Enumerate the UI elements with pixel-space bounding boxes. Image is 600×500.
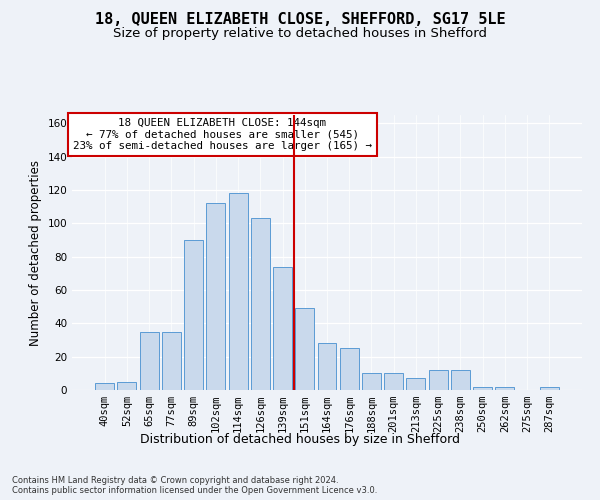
Bar	[496, 386, 514, 390]
Bar	[362, 374, 381, 390]
Bar	[384, 374, 403, 390]
Text: 18 QUEEN ELIZABETH CLOSE: 144sqm
← 77% of detached houses are smaller (545)
23% : 18 QUEEN ELIZABETH CLOSE: 144sqm ← 77% o…	[73, 118, 372, 151]
Bar	[95, 384, 114, 390]
Bar	[473, 386, 492, 390]
Bar	[340, 348, 359, 390]
Bar	[162, 332, 181, 390]
Bar	[273, 266, 292, 390]
Text: Distribution of detached houses by size in Shefford: Distribution of detached houses by size …	[140, 432, 460, 446]
Bar	[406, 378, 425, 390]
Bar	[540, 386, 559, 390]
Y-axis label: Number of detached properties: Number of detached properties	[29, 160, 42, 346]
Bar	[295, 308, 314, 390]
Text: Size of property relative to detached houses in Shefford: Size of property relative to detached ho…	[113, 28, 487, 40]
Bar	[317, 344, 337, 390]
Text: 18, QUEEN ELIZABETH CLOSE, SHEFFORD, SG17 5LE: 18, QUEEN ELIZABETH CLOSE, SHEFFORD, SG1…	[95, 12, 505, 28]
Bar	[251, 218, 270, 390]
Bar	[429, 370, 448, 390]
Bar	[118, 382, 136, 390]
Text: Contains HM Land Registry data © Crown copyright and database right 2024.
Contai: Contains HM Land Registry data © Crown c…	[12, 476, 377, 495]
Bar	[451, 370, 470, 390]
Bar	[140, 332, 158, 390]
Bar	[206, 204, 225, 390]
Bar	[184, 240, 203, 390]
Bar	[229, 194, 248, 390]
